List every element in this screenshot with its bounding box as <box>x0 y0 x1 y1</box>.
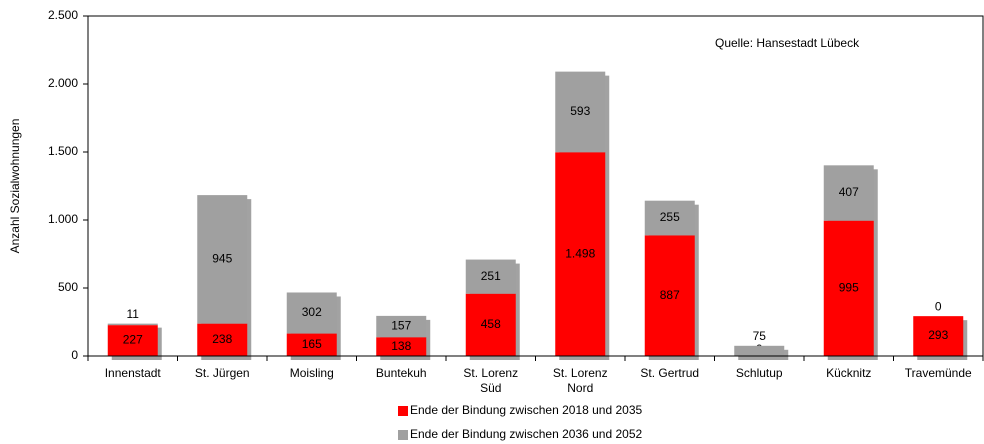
value-label: 945 <box>212 252 232 266</box>
x-tick-label: Innenstadt <box>105 366 162 380</box>
bar-segment <box>823 220 874 356</box>
value-label: 293 <box>928 328 948 342</box>
value-label: 238 <box>212 332 232 346</box>
value-label: 75 <box>753 329 767 343</box>
value-label: 138 <box>391 339 411 353</box>
value-label: 887 <box>660 288 680 302</box>
y-tick-label: 2.500 <box>48 8 78 22</box>
value-label: 458 <box>481 317 501 331</box>
legend-swatch <box>398 430 408 440</box>
value-label: 302 <box>302 305 322 319</box>
bar-segment <box>197 195 248 324</box>
x-tick-label: St. Gertrud <box>640 366 699 380</box>
bar-segment <box>555 71 606 153</box>
x-tick-label: St. Jürgen <box>195 366 250 380</box>
bar-segment <box>197 323 248 356</box>
bar-segment <box>644 235 695 356</box>
bar-segment <box>107 325 158 356</box>
bar-segment <box>734 345 785 356</box>
bar-segment <box>555 152 606 356</box>
x-tick-line: Süd <box>480 381 501 395</box>
bar-segment <box>465 259 516 294</box>
value-label: 0 <box>935 299 942 313</box>
bar-segment <box>465 293 516 356</box>
value-label: 1.498 <box>565 246 595 260</box>
value-label: 407 <box>839 185 859 199</box>
y-axis-title: Anzahl Sozialwohnungen <box>8 119 22 254</box>
value-label: 593 <box>570 104 590 118</box>
y-tick-label: 0 <box>71 348 78 362</box>
x-tick-label: Buntekuh <box>376 366 427 380</box>
annotation: Quelle: Hansestadt Lübeck <box>715 36 860 50</box>
x-tick-label: Travemünde <box>905 366 972 380</box>
legend-label: Ende der Bindung zwischen 2018 und 2035 <box>410 403 643 417</box>
x-tick-label: Schlutup <box>736 366 783 380</box>
value-label: 165 <box>302 337 322 351</box>
x-tick-label: St. Lorenz Nord <box>553 366 608 395</box>
x-tick-label: Moisling <box>290 366 334 380</box>
x-tick-label: St. Lorenz Süd <box>463 366 518 395</box>
y-tick-label: 2.000 <box>48 76 78 90</box>
legend-swatch <box>398 406 408 416</box>
x-tick-line: Nord <box>567 381 593 395</box>
bar-segment <box>107 323 158 326</box>
value-label: 995 <box>839 281 859 295</box>
value-label: 251 <box>481 269 501 283</box>
x-tick-line: St. Lorenz <box>463 366 518 380</box>
value-label: 11 <box>127 307 140 321</box>
y-tick-label: 1.500 <box>48 144 78 158</box>
y-tick-label: 500 <box>58 280 78 294</box>
x-tick-label: Kücknitz <box>826 366 871 380</box>
value-label: 255 <box>660 210 680 224</box>
y-tick-label: 1.000 <box>48 212 78 226</box>
bar-segment <box>913 316 964 356</box>
value-label: 157 <box>391 319 411 333</box>
bar-segment <box>823 165 874 221</box>
bar-segment <box>286 292 337 334</box>
bar-segment <box>644 200 695 236</box>
bar-segment <box>376 337 427 356</box>
value-label: 227 <box>123 333 143 347</box>
x-tick-line: St. Lorenz <box>553 366 608 380</box>
legend-label: Ende der Bindung zwischen 2036 und 2052 <box>410 427 643 441</box>
bar-segment <box>376 315 427 338</box>
bar-segment <box>286 333 337 356</box>
